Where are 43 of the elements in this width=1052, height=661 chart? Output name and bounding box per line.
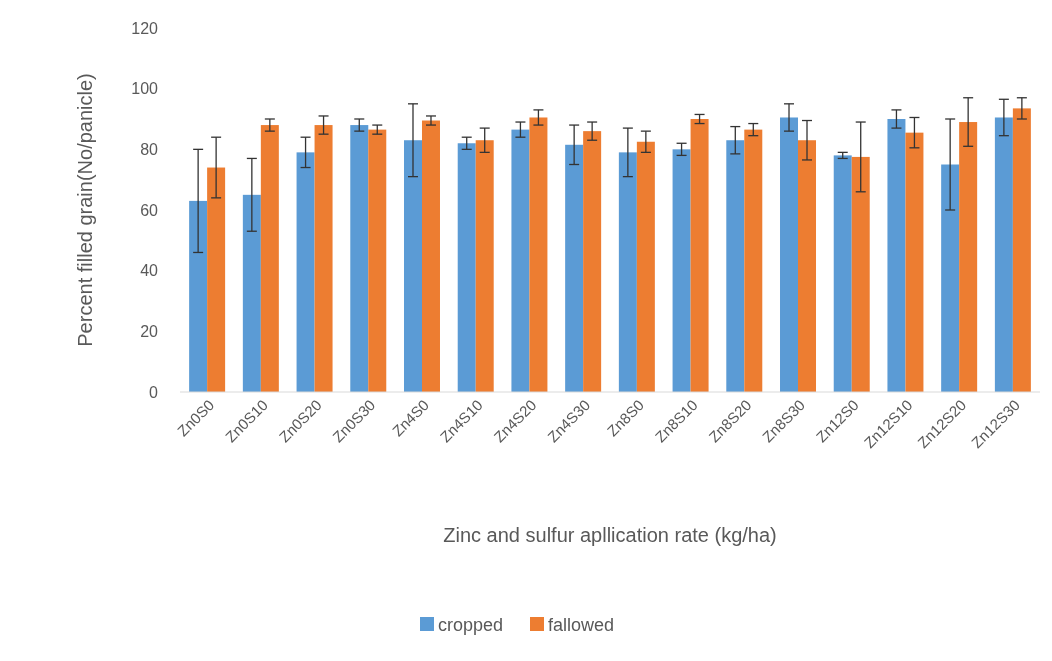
bar <box>887 119 906 392</box>
y-tick-label: 20 <box>140 322 159 340</box>
bar <box>189 200 208 392</box>
bar <box>1012 108 1031 392</box>
bar <box>529 117 548 392</box>
y-tick-label: 40 <box>140 262 159 280</box>
bar <box>565 144 584 392</box>
y-tick-label: 120 <box>131 19 159 37</box>
bar <box>726 140 745 392</box>
bar <box>636 141 655 392</box>
bar <box>672 149 691 392</box>
bar <box>798 140 816 392</box>
y-tick-label: 0 <box>149 383 159 401</box>
bar <box>457 143 476 392</box>
bar <box>851 156 870 392</box>
bar <box>475 140 494 392</box>
bar <box>260 125 279 392</box>
bar <box>744 129 763 392</box>
y-axis-title: Percent filled grain(No/panicle) <box>74 73 96 347</box>
bar <box>583 131 602 392</box>
bar <box>368 129 387 392</box>
legend-label: cropped <box>438 615 504 636</box>
bar <box>833 155 852 392</box>
bar <box>618 152 637 392</box>
bar <box>350 125 369 392</box>
bar <box>242 194 261 392</box>
bar <box>207 167 226 392</box>
bar <box>941 164 960 392</box>
bar <box>421 120 440 392</box>
y-tick-label: 60 <box>140 201 159 219</box>
bar <box>296 152 315 392</box>
bar <box>959 122 978 392</box>
bar <box>905 132 924 392</box>
y-tick-label: 80 <box>140 140 159 158</box>
bar <box>511 129 530 392</box>
bar <box>690 119 709 392</box>
y-tick-label: 100 <box>131 80 159 98</box>
bar <box>780 117 799 392</box>
bar <box>994 117 1013 392</box>
bar <box>404 140 422 392</box>
legend-label: fallowed <box>548 615 615 636</box>
x-axis-title: Zinc and sulfur apllication rate (kg/ha) <box>443 524 777 546</box>
bar <box>314 125 333 392</box>
